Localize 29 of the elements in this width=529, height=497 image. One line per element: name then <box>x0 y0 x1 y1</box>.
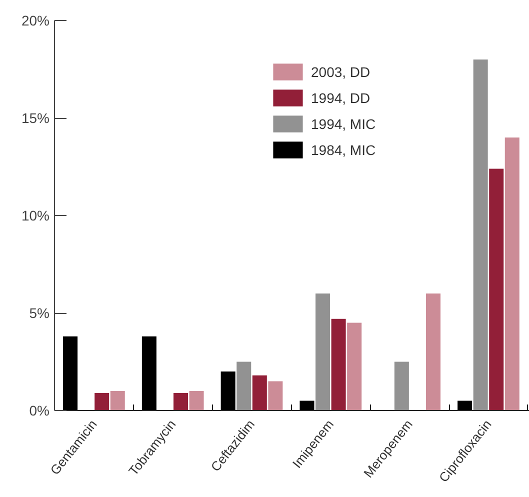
bar <box>316 294 330 410</box>
legend-label: 1984, MIC <box>311 142 376 158</box>
bar <box>173 392 188 410</box>
y-tick-label: 20% <box>21 12 50 28</box>
y-tick-label: 10% <box>21 208 50 224</box>
bar <box>252 375 267 410</box>
bar <box>300 400 314 410</box>
bar <box>94 392 110 410</box>
legend-label: 2003, DD <box>311 64 370 80</box>
bar <box>189 391 204 410</box>
bar <box>458 400 472 410</box>
bar <box>347 322 362 410</box>
bar <box>220 372 236 410</box>
bar <box>236 362 252 410</box>
bar <box>331 318 346 410</box>
y-tick-label: 5% <box>29 305 50 321</box>
bar <box>394 362 409 410</box>
y-tick-label: 0% <box>29 402 50 418</box>
y-tick-label: 15% <box>21 110 50 126</box>
legend-label: 1994, MIC <box>311 116 376 132</box>
bar <box>489 168 504 410</box>
bar <box>142 336 156 410</box>
bar <box>110 391 125 410</box>
legend-label: 1994, DD <box>311 90 370 106</box>
bar <box>63 336 78 410</box>
bar <box>504 138 520 410</box>
bar <box>473 60 488 410</box>
bar <box>268 381 283 410</box>
bar <box>426 294 440 410</box>
